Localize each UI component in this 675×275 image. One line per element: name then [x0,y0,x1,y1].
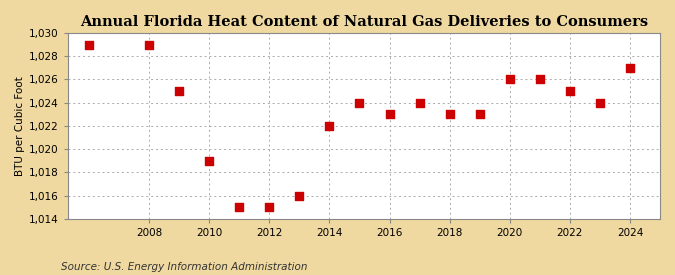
Point [354,100,365,105]
Point [564,89,575,93]
Y-axis label: BTU per Cubic Foot: BTU per Cubic Foot [15,76,25,176]
Title: Annual Florida Heat Content of Natural Gas Deliveries to Consumers: Annual Florida Heat Content of Natural G… [80,15,648,29]
Point [444,112,455,117]
Point [595,100,605,105]
Point [414,100,425,105]
Text: Source: U.S. Energy Information Administration: Source: U.S. Energy Information Administ… [61,262,307,272]
Point [535,77,545,82]
Point [294,194,304,198]
Point [173,89,184,93]
Point [324,124,335,128]
Point [84,42,95,47]
Point [204,159,215,163]
Point [384,112,395,117]
Point [144,42,155,47]
Point [475,112,485,117]
Point [264,205,275,210]
Point [504,77,515,82]
Point [234,205,244,210]
Point [624,66,635,70]
